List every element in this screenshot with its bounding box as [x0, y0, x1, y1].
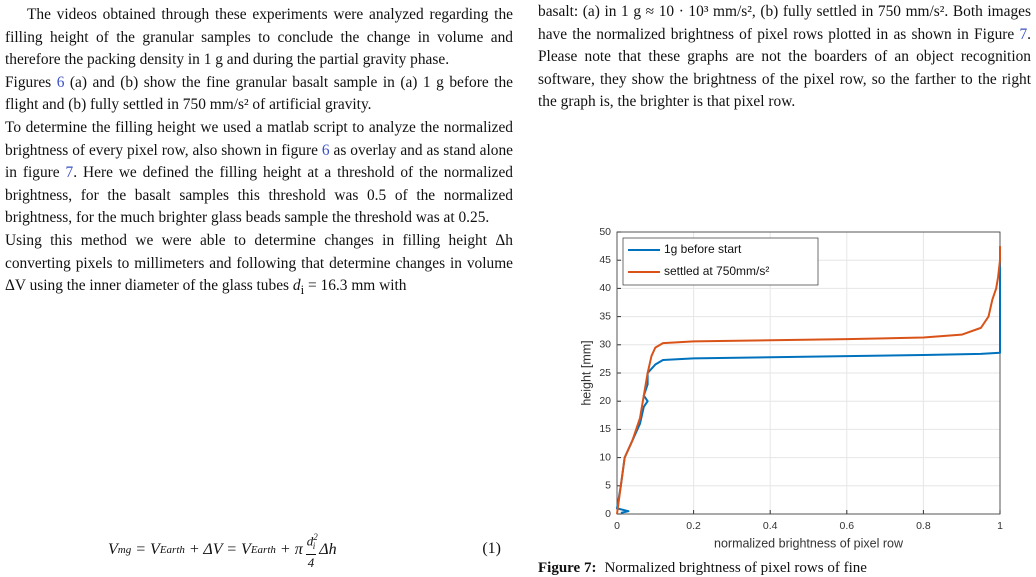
eq-sub: Earth: [250, 543, 276, 556]
x-tick-label: 0: [614, 520, 620, 532]
legend-label: 1g before start: [664, 242, 742, 256]
y-tick-label: 45: [599, 254, 611, 266]
eq-sub: mg: [117, 543, 132, 556]
paragraph: To determine the filling height we used …: [5, 117, 513, 230]
text: . Please note that these graphs are not …: [538, 25, 1031, 111]
y-tick-label: 40: [599, 282, 611, 294]
eq-sub: i: [312, 540, 316, 551]
y-tick-label: 50: [599, 226, 611, 238]
paragraph: basalt: (a) in 1 g ≈ 10 · 10³ mm/s², (b)…: [538, 1, 1031, 114]
eq-sub: Earth: [159, 543, 185, 556]
text: basalt: (a) in 1 g ≈ 10 · 10³ mm/s², (b)…: [538, 3, 1031, 43]
text: Figures: [5, 73, 57, 91]
text: The videos obtained through these experi…: [5, 6, 513, 69]
axes-box: [616, 231, 1001, 515]
left-column: The videos obtained through these experi…: [5, 4, 513, 302]
y-tick-label: 30: [599, 339, 611, 351]
x-tick-label: 0.4: [763, 520, 778, 532]
right-column: basalt: (a) in 1 g ≈ 10 · 10³ mm/s², (b)…: [538, 1, 1031, 114]
data-line: [616, 246, 1001, 515]
caption-label: Figure 7:: [538, 560, 597, 576]
figure-ref[interactable]: 7: [65, 164, 74, 182]
y-tick-label: 20: [599, 395, 611, 407]
eq-part: = V: [131, 540, 160, 558]
text: as overlay and as stand alone in figure: [5, 141, 513, 182]
text: Using this method we were able to determ…: [5, 231, 513, 295]
denominator: 4: [307, 554, 315, 570]
math: d: [292, 277, 301, 295]
text: = 16.3 mm with: [304, 277, 407, 295]
y-tick-label: 25: [599, 367, 611, 379]
y-axis-label: height [mm]: [579, 340, 593, 405]
caption-text: Normalized brightness of pixel rows of f…: [604, 560, 867, 576]
eq-part: Δh: [319, 540, 337, 558]
y-tick-label: 5: [605, 480, 611, 492]
caption: Figure 7: Normalized brightness of pixel …: [538, 560, 867, 577]
text: To determine the filling height we used …: [5, 118, 513, 159]
eq-part: d: [306, 533, 314, 549]
paragraph: Using this method we were able to determ…: [5, 230, 513, 302]
figure-ref[interactable]: 6: [321, 141, 330, 159]
eq-part: + ΔV = V: [184, 540, 251, 558]
numerator: d2i: [305, 530, 318, 555]
eq-part: V: [108, 540, 118, 558]
figure-ref[interactable]: 6: [56, 73, 65, 91]
text: . Here we defined the filling height at …: [5, 164, 513, 227]
eq-sup: 2: [313, 532, 318, 542]
eq-part: + π: [275, 540, 303, 558]
text: (a) and (b) show the fine granular basal…: [5, 73, 513, 114]
y-tick-label: 15: [599, 423, 611, 435]
x-axis-label: normalized brightness of pixel row: [714, 536, 904, 550]
y-tick-label: 10: [599, 451, 611, 463]
x-tick-label: 0.2: [686, 520, 701, 532]
fraction: d2i 4: [305, 530, 318, 570]
legend-label: settled at 750mm/s²: [664, 264, 769, 278]
math-sub: i: [300, 283, 305, 298]
chart: 0 5 10 15 20 25 30 35 40 45 50 0 0.2 0.4 0.6 0.8 1 normal…: [579, 226, 1003, 551]
paragraph: The videos obtained through these experi…: [5, 4, 513, 72]
x-tick-label: 1: [997, 520, 1003, 532]
paragraph: Figures 6 (a) and (b) show the fine gran…: [5, 72, 513, 117]
y-tick-label: 35: [599, 310, 611, 322]
figure-ref[interactable]: 7: [1019, 25, 1028, 43]
equation-number: (1): [482, 540, 501, 557]
x-tick-label: 0.6: [839, 520, 854, 532]
x-tick-label: 0.8: [916, 520, 931, 532]
legend-box: [622, 237, 819, 286]
y-tick-label: 0: [605, 508, 611, 520]
